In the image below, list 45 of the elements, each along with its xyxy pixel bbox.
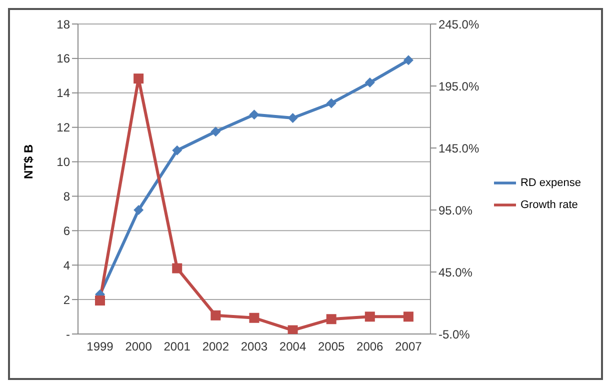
y-tick-label: 18 (56, 17, 70, 32)
y-tick-label: 8 (63, 189, 70, 204)
point (249, 110, 260, 120)
y-tick-label: 14 (56, 86, 70, 100)
point (172, 145, 182, 156)
point (403, 312, 414, 322)
point (134, 74, 144, 84)
y-tick-label: 4 (63, 258, 70, 272)
point (288, 325, 298, 334)
x-tick-label: 1999 (86, 340, 114, 354)
point (364, 78, 375, 88)
legend-label: RD expense (520, 176, 581, 189)
y2-tick-label: 95.0% (438, 203, 473, 218)
y-tick-label: 12 (56, 120, 70, 135)
legend-label: Growth rate (520, 198, 578, 211)
point (95, 296, 105, 306)
point (326, 314, 336, 324)
y2-tick-label: 195.0% (438, 79, 480, 94)
y-tick-label: 2 (63, 292, 70, 307)
x-tick-label: 2007 (395, 340, 422, 354)
x-tick-label: 2001 (164, 340, 191, 354)
y2-tick-label: -5.0% (438, 327, 470, 342)
point (403, 55, 414, 66)
point (364, 312, 375, 322)
point (134, 205, 144, 215)
y2-tick-label: 245.0% (438, 17, 480, 32)
x-tick-label: 2000 (125, 340, 152, 354)
y2-tick-label: 45.0% (438, 265, 473, 280)
point (172, 263, 182, 274)
point (210, 126, 221, 137)
y-tick-label: 10 (56, 155, 70, 170)
y-axis-title: NT$ B (21, 144, 36, 179)
x-tick-label: 2004 (279, 340, 306, 354)
x-tick-label: 2002 (202, 340, 230, 354)
y-tick-label: - (66, 327, 70, 342)
y-tick-label: 6 (63, 224, 70, 238)
point (249, 312, 260, 323)
y-tick-label: 16 (56, 52, 70, 66)
y2-tick-label: 145.0% (438, 141, 480, 156)
x-tick-label: 2006 (356, 340, 384, 354)
x-tick-label: 2003 (240, 340, 268, 354)
point (210, 310, 221, 320)
point (326, 98, 336, 108)
point (288, 113, 298, 124)
x-tick-label: 2005 (318, 340, 346, 354)
